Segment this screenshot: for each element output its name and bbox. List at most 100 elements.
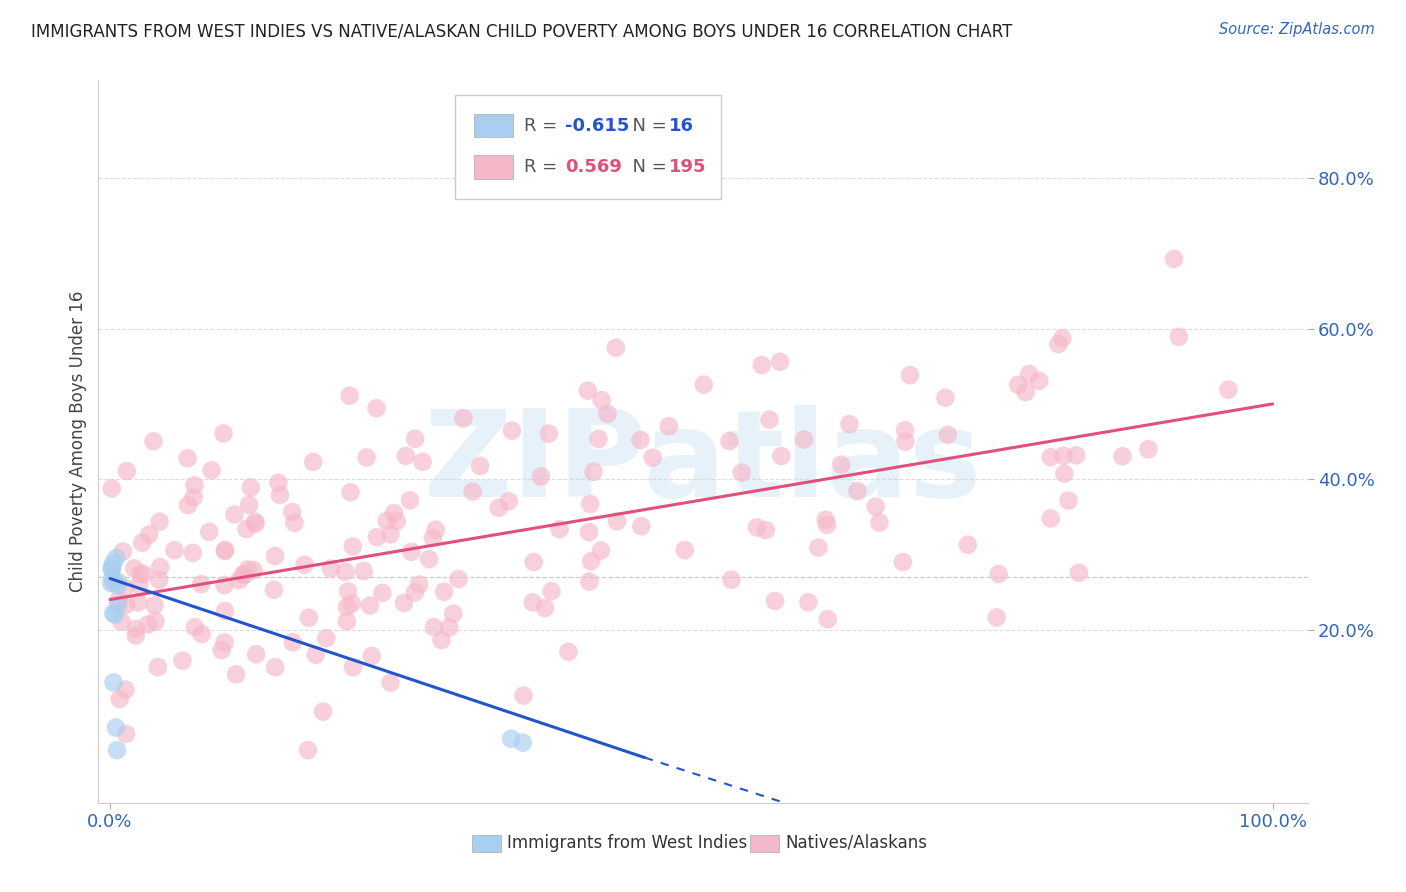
Point (1137, 442, 1160, 457)
Point (212, 426, 235, 441)
Point (264, 549, 287, 563)
Point (1067, 566, 1090, 580)
Point (214, 543, 236, 558)
Point (305, 648, 328, 662)
Point (336, 599, 359, 614)
Point (488, 500, 510, 515)
Point (557, 645, 579, 659)
Point (149, 560, 172, 574)
Point (101, 557, 124, 571)
Point (418, 552, 440, 566)
Point (770, 449, 793, 463)
Point (104, 721, 127, 735)
Point (211, 643, 233, 657)
Point (224, 508, 246, 522)
Point (315, 632, 337, 646)
Point (512, 735, 534, 749)
Point (100, 482, 122, 496)
Point (335, 565, 357, 579)
Point (534, 601, 557, 615)
Point (1167, 330, 1189, 344)
Point (596, 407, 619, 421)
Point (769, 355, 792, 369)
Point (136, 617, 159, 632)
Point (183, 491, 205, 505)
Point (1039, 450, 1062, 465)
Point (422, 531, 444, 545)
Point (395, 449, 418, 463)
Point (184, 620, 207, 634)
Point (233, 568, 256, 582)
Point (578, 574, 600, 589)
Point (105, 550, 128, 565)
Point (430, 633, 453, 648)
Point (125, 629, 148, 643)
Point (630, 519, 652, 533)
Point (1052, 331, 1074, 345)
Point (269, 488, 291, 502)
Text: R =: R = (524, 117, 562, 135)
Point (238, 498, 260, 512)
Point (830, 458, 852, 472)
Point (146, 660, 169, 674)
Point (404, 585, 426, 599)
Point (731, 466, 754, 480)
Point (548, 522, 571, 536)
Point (129, 566, 152, 581)
Point (891, 555, 914, 569)
Point (1007, 377, 1029, 392)
Point (375, 514, 398, 528)
Point (658, 419, 681, 434)
Point (1039, 511, 1062, 525)
Point (125, 622, 148, 636)
Text: -0.615: -0.615 (565, 117, 630, 135)
Point (281, 505, 304, 519)
Point (606, 514, 628, 528)
Point (986, 610, 1008, 624)
Point (425, 523, 447, 537)
Point (423, 620, 446, 634)
Point (103, 575, 125, 590)
Point (433, 584, 456, 599)
Point (245, 647, 267, 661)
Point (898, 368, 921, 383)
Point (236, 562, 259, 576)
Point (501, 731, 523, 746)
Point (512, 689, 534, 703)
Text: 0.569: 0.569 (565, 158, 621, 176)
Point (793, 433, 815, 447)
Point (385, 514, 408, 528)
Point (401, 545, 423, 559)
Y-axis label: Child Poverty Among Boys Under 16: Child Poverty Among Boys Under 16 (69, 291, 87, 592)
Point (214, 578, 236, 592)
Point (142, 434, 165, 449)
Point (755, 523, 778, 537)
Text: R =: R = (524, 158, 562, 176)
Text: 16: 16 (669, 117, 695, 135)
Point (312, 705, 335, 719)
Point (100, 576, 122, 591)
Point (693, 377, 716, 392)
Point (720, 573, 742, 587)
Point (501, 424, 523, 438)
Point (359, 599, 381, 613)
Point (865, 500, 887, 514)
Point (267, 475, 290, 490)
Point (408, 577, 430, 591)
Point (148, 515, 170, 529)
Point (302, 455, 325, 469)
Text: Immigrants from West Indies: Immigrants from West Indies (508, 833, 748, 852)
Point (177, 498, 200, 512)
Point (356, 450, 378, 465)
Point (797, 595, 820, 609)
Point (127, 595, 149, 609)
Point (814, 513, 837, 527)
Point (745, 520, 768, 534)
Point (522, 595, 544, 609)
Point (337, 584, 360, 599)
Point (578, 524, 600, 539)
Point (461, 484, 484, 499)
Point (630, 433, 652, 447)
Point (145, 615, 167, 629)
Point (498, 494, 520, 508)
